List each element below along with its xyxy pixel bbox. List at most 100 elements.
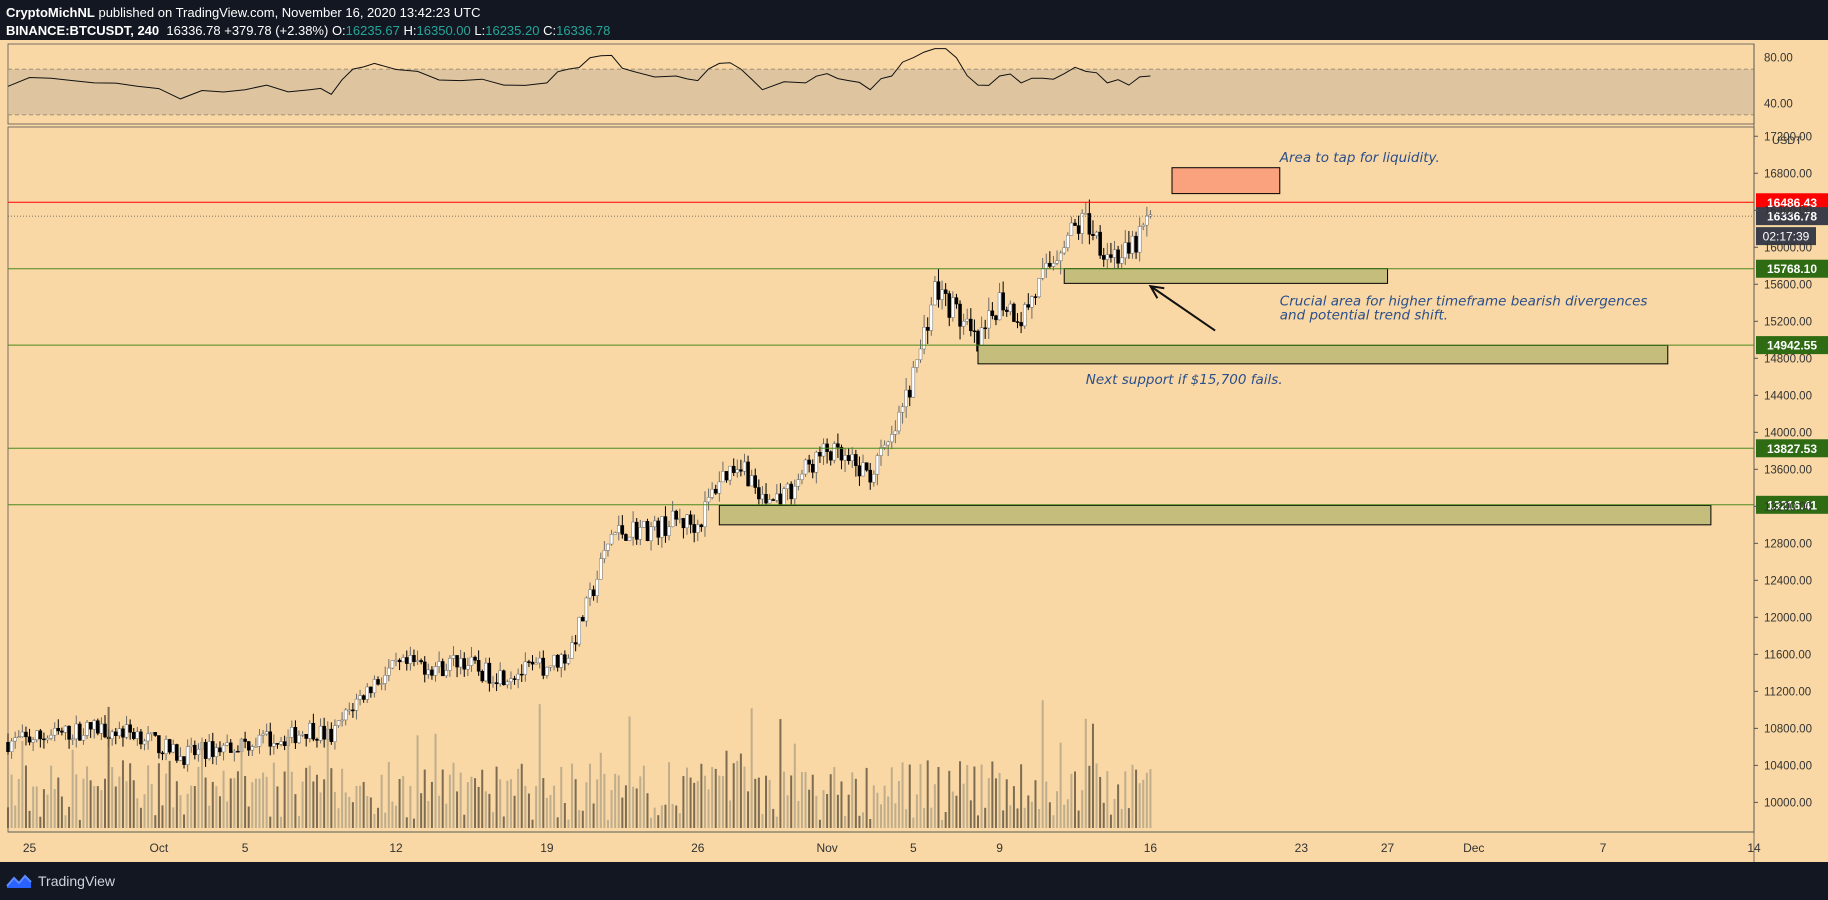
candle-body	[121, 728, 125, 738]
liquidity-zone	[1171, 167, 1281, 195]
candle-body	[85, 722, 89, 736]
support-level-tag	[1756, 336, 1828, 355]
volume-bar	[28, 810, 31, 828]
volume-bar	[71, 749, 74, 828]
volume-bar	[826, 793, 829, 828]
symbol-name[interactable]: BINANCE:BTCUSDT, 240	[6, 23, 160, 38]
candle-body	[541, 657, 546, 676]
candle-body	[473, 656, 477, 661]
candle-body	[749, 475, 754, 487]
candle-body	[67, 725, 71, 740]
candle-body	[563, 654, 567, 664]
candle-body	[167, 739, 172, 753]
candle-body	[1112, 249, 1117, 258]
candle-body	[591, 589, 596, 597]
volume-bar	[531, 819, 534, 828]
candle-body	[638, 527, 643, 540]
candle-body	[358, 695, 362, 700]
tradingview-logo-icon	[6, 874, 32, 888]
volume-bar	[1016, 808, 1019, 828]
candle-body	[193, 744, 197, 756]
candle-body	[308, 722, 312, 739]
candle-body	[149, 732, 154, 735]
candle-body	[800, 473, 804, 480]
candle-body	[660, 516, 664, 538]
volume-bar	[890, 767, 893, 828]
last-price-text: 16336.78	[166, 23, 221, 38]
time-tick-label: 12	[389, 841, 403, 855]
volume-bar	[725, 750, 728, 828]
volume-bar	[308, 765, 311, 828]
volume-bar	[1091, 723, 1094, 828]
volume-bar	[420, 793, 423, 828]
volume-bar	[664, 804, 667, 828]
candle-body	[383, 675, 387, 684]
volume-bar	[96, 786, 99, 828]
candle-body	[268, 731, 273, 747]
volume-bar	[980, 764, 983, 828]
volume-bar	[977, 815, 979, 828]
candle-body	[401, 657, 405, 663]
candle-body	[652, 520, 657, 528]
volume-bar	[718, 775, 721, 828]
candle-body	[1066, 234, 1070, 248]
volume-bar	[793, 743, 796, 828]
volume-bar	[1088, 765, 1091, 828]
candle-body	[1134, 235, 1138, 253]
candle-body	[293, 727, 298, 744]
candle-body	[911, 367, 916, 398]
candle-body	[1084, 213, 1088, 215]
volume-bar	[344, 792, 347, 828]
volume-bar	[768, 780, 771, 828]
volume-bar	[240, 738, 243, 828]
candle-body	[1098, 231, 1102, 256]
candle-body	[426, 669, 431, 675]
candle-body	[1069, 222, 1074, 236]
volume-bar	[448, 774, 451, 828]
volume-bar	[639, 776, 642, 828]
volume-bar	[294, 794, 297, 828]
volume-bar	[919, 764, 922, 828]
candle-body	[731, 465, 736, 473]
candle-body	[634, 521, 639, 540]
volume-bar	[800, 772, 803, 828]
time-tick-label: 14	[1747, 841, 1761, 855]
volume-bar	[333, 791, 336, 828]
candle-body	[757, 487, 761, 500]
candle-body	[175, 744, 179, 761]
candle-body	[613, 532, 617, 535]
volume-bar	[765, 775, 768, 828]
candle-body	[372, 679, 377, 694]
volume-bar	[506, 780, 509, 828]
volume-bar	[786, 795, 789, 828]
author-name[interactable]: CryptoMichNL	[6, 5, 95, 20]
volume-bar	[1124, 771, 1127, 828]
candle-body	[864, 462, 869, 471]
volume-bar	[100, 790, 103, 828]
rsi-tick-label: 40.00	[1764, 98, 1793, 110]
candle-body	[548, 665, 553, 668]
volume-bar	[175, 781, 178, 828]
candle-body	[476, 660, 481, 672]
volume-bar	[549, 794, 552, 828]
volume-bar	[204, 777, 207, 828]
candle-body	[114, 731, 118, 737]
volume-bar	[1106, 771, 1109, 828]
volume-bar	[477, 786, 480, 828]
volume-bar	[395, 805, 397, 828]
candle-body	[552, 654, 556, 667]
candle-body	[232, 750, 237, 753]
brand-label[interactable]: TradingView	[38, 873, 116, 889]
volume-bar	[1009, 805, 1012, 828]
volume-bar	[962, 783, 965, 828]
candle-body	[907, 389, 912, 398]
volume-bar	[111, 767, 114, 828]
candle-body	[282, 741, 287, 746]
volume-bar	[797, 801, 800, 828]
volume-bar	[682, 776, 685, 828]
candle-body	[972, 330, 977, 333]
volume-bar	[984, 807, 987, 828]
candle-body	[361, 695, 366, 700]
volume-bar	[229, 778, 232, 828]
